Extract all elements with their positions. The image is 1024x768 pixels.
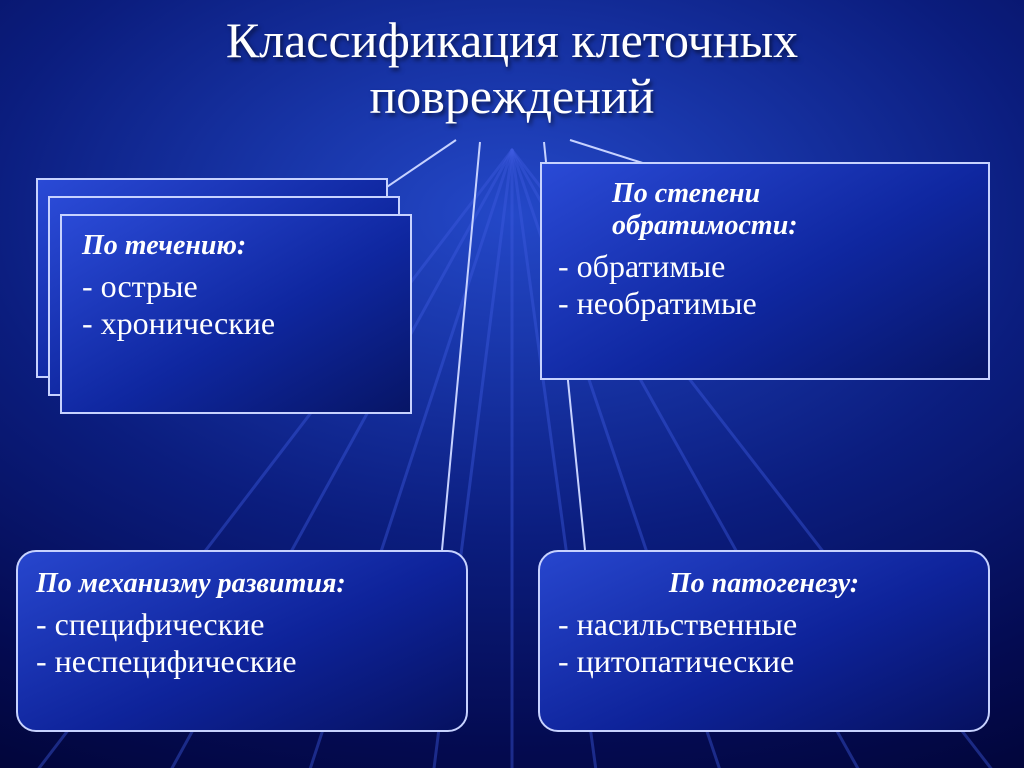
box-items: - специфические - неспецифические bbox=[36, 606, 448, 680]
box-heading: По течению: bbox=[82, 230, 390, 262]
box-heading: По механизму развития: bbox=[36, 568, 448, 600]
box-by-pathogenesis: По патогенезу: - насильственные - цитопа… bbox=[538, 550, 990, 732]
box-items: - острые - хронические bbox=[82, 268, 390, 342]
stack-front: По течению: - острые - хронические bbox=[60, 214, 412, 414]
box-heading: По патогенезу: bbox=[558, 568, 970, 600]
box-by-reversibility: По степени обратимости: - обратимые - не… bbox=[540, 162, 990, 380]
box-by-mechanism: По механизму развития: - специфические -… bbox=[16, 550, 468, 732]
box-items: - насильственные - цитопатические bbox=[558, 606, 970, 680]
slide-title: Классификация клеточных повреждений bbox=[0, 12, 1024, 124]
box-items: - обратимые - необратимые bbox=[558, 248, 970, 322]
box-heading: По степени обратимости: bbox=[558, 178, 970, 242]
